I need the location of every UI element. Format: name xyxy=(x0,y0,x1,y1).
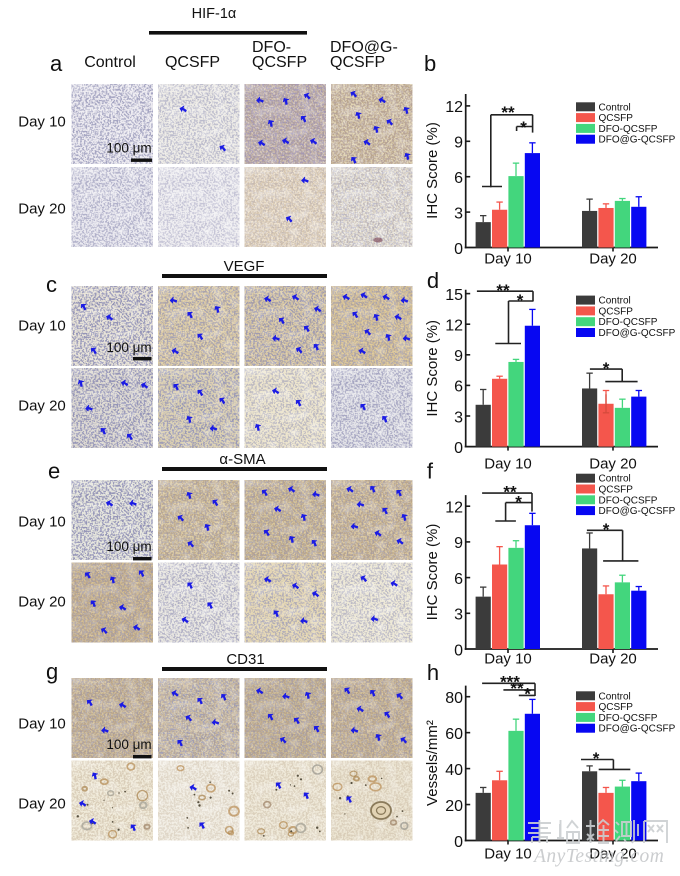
svg-text:*: * xyxy=(517,291,524,310)
svg-text:Day 10: Day 10 xyxy=(18,317,66,334)
svg-text:DFO@G-QCSFP: DFO@G-QCSFP xyxy=(599,724,676,735)
svg-text:*: * xyxy=(593,749,600,768)
svg-text:100 μm: 100 μm xyxy=(106,141,151,156)
svg-text:QCSFP: QCSFP xyxy=(599,113,634,124)
svg-text:Day 10: Day 10 xyxy=(484,251,532,268)
svg-text:9: 9 xyxy=(454,135,463,152)
svg-text:Control: Control xyxy=(599,102,631,113)
svg-text:**: ** xyxy=(510,679,524,698)
svg-text:DFO-: DFO- xyxy=(252,39,291,56)
svg-text:DFO@G-QCSFP: DFO@G-QCSFP xyxy=(599,328,676,339)
svg-text:Day 20: Day 20 xyxy=(18,397,66,414)
svg-text:12: 12 xyxy=(445,318,463,335)
svg-text:*: * xyxy=(603,520,610,539)
svg-text:3: 3 xyxy=(454,205,463,222)
svg-text:α-SMA: α-SMA xyxy=(219,451,265,468)
svg-text:QCSFP: QCSFP xyxy=(252,54,307,71)
svg-text:DFO-QCSFP: DFO-QCSFP xyxy=(599,317,658,328)
svg-text:40: 40 xyxy=(445,762,463,779)
svg-text:Control: Control xyxy=(599,691,631,702)
svg-text:Control: Control xyxy=(84,54,136,71)
svg-text:0: 0 xyxy=(454,440,463,457)
svg-text:*: * xyxy=(520,118,527,137)
svg-text:QCSFP: QCSFP xyxy=(330,54,385,71)
svg-text:QCSFP: QCSFP xyxy=(599,485,634,496)
svg-text:0: 0 xyxy=(454,241,463,258)
svg-text:d: d xyxy=(427,268,439,293)
svg-text:f: f xyxy=(427,459,434,484)
svg-text:IHC Score (%): IHC Score (%) xyxy=(424,122,441,219)
svg-text:6: 6 xyxy=(454,170,463,187)
svg-text:0: 0 xyxy=(454,642,463,659)
svg-text:Day 10: Day 10 xyxy=(484,456,532,473)
svg-text:AnyTesting.com: AnyTesting.com xyxy=(532,846,664,867)
svg-text:QCSFP: QCSFP xyxy=(165,54,220,71)
svg-text:**: ** xyxy=(503,483,517,502)
svg-text:Day 10: Day 10 xyxy=(18,114,66,131)
svg-text:Control: Control xyxy=(599,474,631,485)
svg-text:Control: Control xyxy=(599,296,631,307)
svg-text:12: 12 xyxy=(445,500,463,517)
svg-text:VEGF: VEGF xyxy=(224,258,265,275)
svg-text:Day 10: Day 10 xyxy=(18,715,66,732)
svg-text:3: 3 xyxy=(454,409,463,426)
svg-text:**: ** xyxy=(501,103,515,122)
svg-text:Vessels/mm²: Vessels/mm² xyxy=(424,720,441,806)
svg-text:IHC Score (%): IHC Score (%) xyxy=(424,524,441,621)
svg-text:6: 6 xyxy=(454,379,463,396)
svg-text:h: h xyxy=(427,660,439,685)
svg-text:100 μm: 100 μm xyxy=(106,340,151,355)
svg-text:*: * xyxy=(515,493,522,512)
svg-text:Day 20: Day 20 xyxy=(589,251,637,268)
svg-text:DFO@G-QCSFP: DFO@G-QCSFP xyxy=(599,506,676,517)
svg-text:80: 80 xyxy=(445,690,463,707)
svg-text:IHC Score (%): IHC Score (%) xyxy=(424,320,441,417)
svg-text:DFO@G-QCSFP: DFO@G-QCSFP xyxy=(599,135,676,146)
svg-text:CD31: CD31 xyxy=(226,651,264,668)
svg-text:**: ** xyxy=(496,281,510,300)
svg-text:12: 12 xyxy=(445,99,463,116)
svg-text:c: c xyxy=(46,272,57,297)
svg-text:Day 20: Day 20 xyxy=(18,593,66,610)
svg-text:60: 60 xyxy=(445,726,463,743)
svg-text:Day 10: Day 10 xyxy=(484,846,532,863)
svg-text:Day 20: Day 20 xyxy=(18,795,66,812)
svg-text:Day 10: Day 10 xyxy=(18,513,66,530)
svg-text:9: 9 xyxy=(454,348,463,365)
svg-text:0: 0 xyxy=(454,834,463,851)
svg-text:e: e xyxy=(48,459,60,484)
svg-text:Day 10: Day 10 xyxy=(484,651,532,668)
svg-text:QCSFP: QCSFP xyxy=(599,306,634,317)
svg-text:DFO-QCSFP: DFO-QCSFP xyxy=(599,495,658,506)
svg-text:Day 20: Day 20 xyxy=(18,201,66,218)
svg-text:Day 20: Day 20 xyxy=(589,651,637,668)
svg-text:b: b xyxy=(424,51,436,76)
svg-text:20: 20 xyxy=(445,798,463,815)
svg-text:DFO-QCSFP: DFO-QCSFP xyxy=(599,713,658,724)
svg-text:3: 3 xyxy=(454,607,463,624)
svg-text:DFO-QCSFP: DFO-QCSFP xyxy=(599,124,658,135)
svg-text:100 μm: 100 μm xyxy=(106,539,151,554)
svg-text:g: g xyxy=(46,659,58,684)
svg-text:HIF-1α: HIF-1α xyxy=(192,6,237,22)
svg-text:a: a xyxy=(50,51,63,76)
svg-text:100 μm: 100 μm xyxy=(106,737,151,752)
svg-text:6: 6 xyxy=(454,571,463,588)
svg-text:*: * xyxy=(603,359,610,378)
svg-text:Day 20: Day 20 xyxy=(589,846,637,863)
svg-text:***: *** xyxy=(500,673,520,692)
svg-text:DFO@G-: DFO@G- xyxy=(330,39,398,56)
svg-text:QCSFP: QCSFP xyxy=(599,702,634,713)
svg-text:15: 15 xyxy=(445,287,463,304)
svg-text:Day 20: Day 20 xyxy=(589,456,637,473)
svg-text:*: * xyxy=(524,685,531,704)
svg-text:9: 9 xyxy=(454,535,463,552)
